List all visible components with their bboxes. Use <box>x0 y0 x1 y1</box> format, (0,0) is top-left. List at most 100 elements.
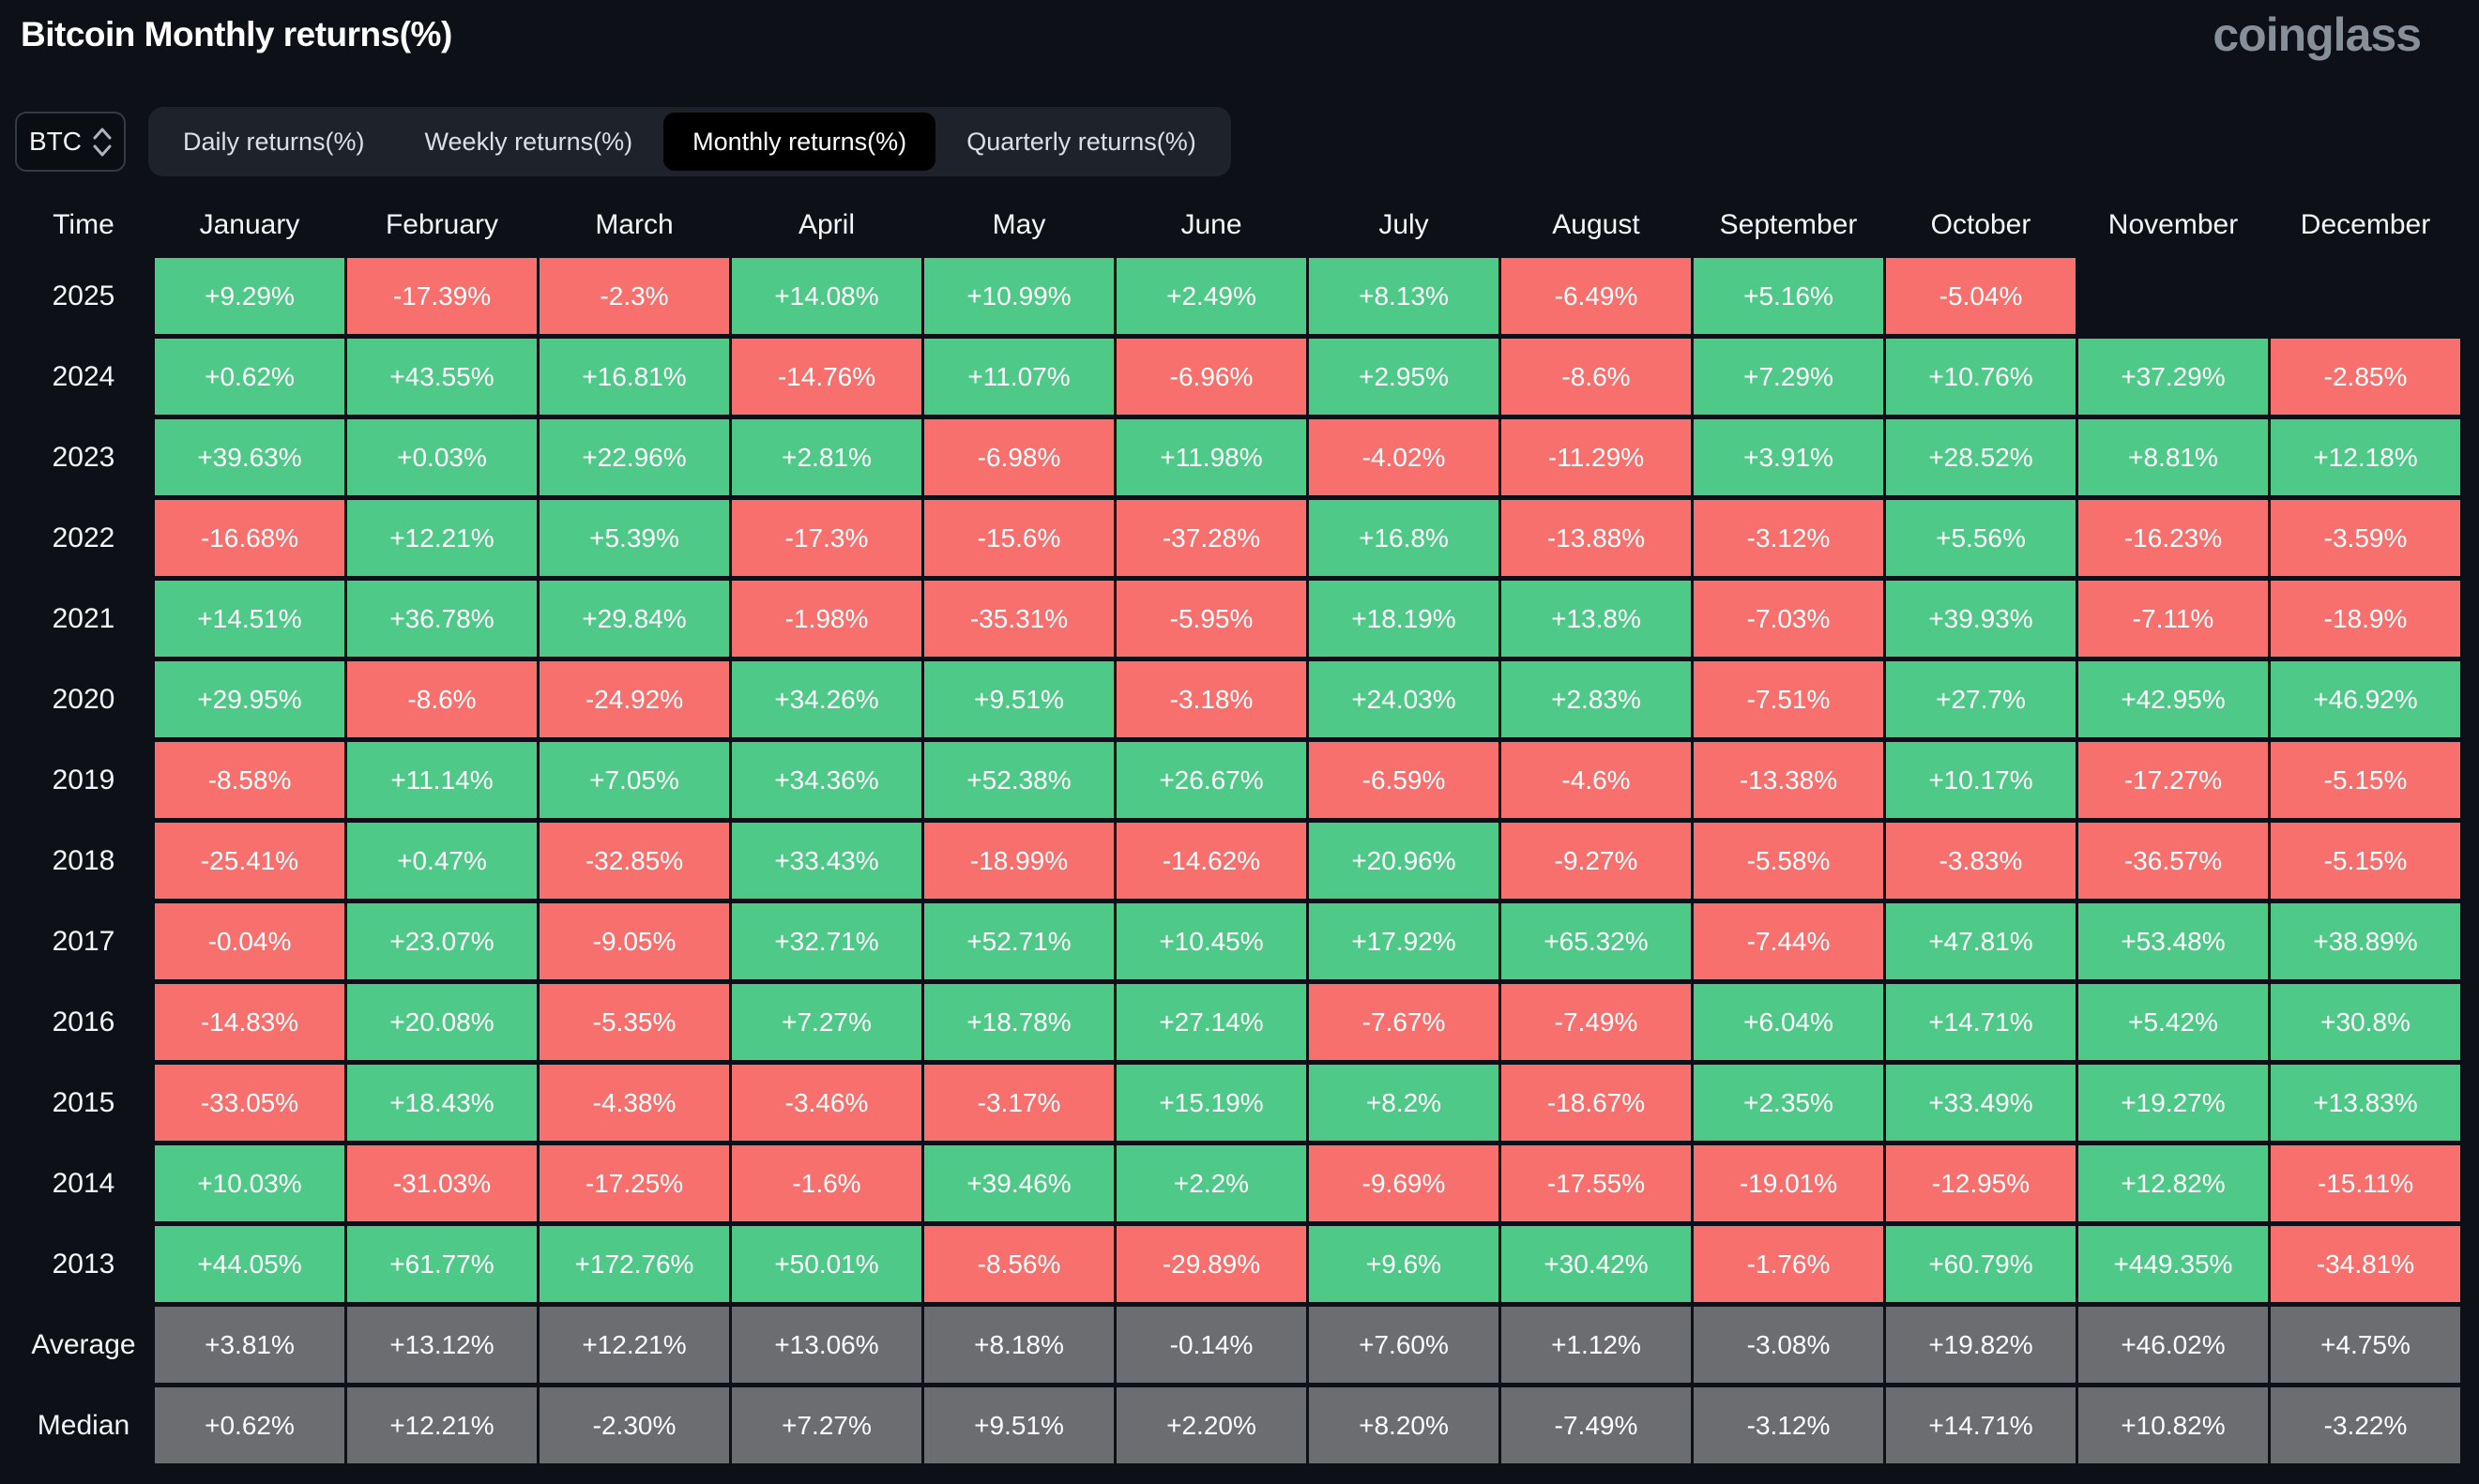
month-column-header: March <box>595 209 674 240</box>
return-cell: -15.6% <box>924 500 1114 576</box>
return-cell: +10.17% <box>1886 742 2076 818</box>
return-cell: -34.81% <box>2271 1226 2460 1302</box>
coin-selector[interactable]: BTC <box>15 112 126 172</box>
month-column-header: January <box>199 209 300 240</box>
return-cell: -8.58% <box>155 742 344 818</box>
return-cell: -7.67% <box>1309 984 1498 1060</box>
return-cell: -29.89% <box>1117 1226 1306 1302</box>
return-cell: +47.81% <box>1886 903 2076 979</box>
month-column-header: October <box>1930 209 2031 240</box>
return-cell: -9.69% <box>1309 1145 1498 1221</box>
return-cell: -1.98% <box>732 581 921 657</box>
return-cell: +10.82% <box>2078 1387 2268 1463</box>
return-cell: -17.25% <box>540 1145 729 1221</box>
return-cell: -7.51% <box>1694 661 1883 737</box>
return-cell: +11.07% <box>924 339 1114 415</box>
tab-daily[interactable]: Daily returns(%) <box>183 127 365 156</box>
return-cell: -33.05% <box>155 1065 344 1141</box>
return-cell: +3.81% <box>155 1307 344 1383</box>
return-cell: -35.31% <box>924 581 1114 657</box>
return-cell: -14.62% <box>1117 823 1306 899</box>
return-cell: +46.02% <box>2078 1307 2268 1383</box>
month-column-header: December <box>2300 209 2431 240</box>
return-cell <box>2271 258 2460 334</box>
return-cell: +6.04% <box>1694 984 1883 1060</box>
return-cell: -1.6% <box>732 1145 921 1221</box>
return-cell: +17.92% <box>1309 903 1498 979</box>
row-label-2025: 2025 <box>52 280 115 311</box>
return-cell: -7.49% <box>1501 984 1691 1060</box>
return-cell: +20.96% <box>1309 823 1498 899</box>
return-cell: -11.29% <box>1501 419 1691 495</box>
tab-monthly[interactable]: Monthly returns(%) <box>663 113 936 171</box>
return-cell: -18.9% <box>2271 581 2460 657</box>
return-cell: +7.27% <box>732 1387 921 1463</box>
return-cell: -7.11% <box>2078 581 2268 657</box>
return-cell: +37.29% <box>2078 339 2268 415</box>
return-cell: -14.76% <box>732 339 921 415</box>
page-header: Bitcoin Monthly returns(%) coinglass <box>15 8 2464 66</box>
return-cell: +27.14% <box>1117 984 1306 1060</box>
tab-quarterly[interactable]: Quarterly returns(%) <box>966 127 1196 156</box>
tab-weekly[interactable]: Weekly returns(%) <box>424 127 633 156</box>
return-cell: -3.46% <box>732 1065 921 1141</box>
return-cell: -2.85% <box>2271 339 2460 415</box>
row-label-2017: 2017 <box>52 925 115 957</box>
return-cell: +14.08% <box>732 258 921 334</box>
return-cell: +9.29% <box>155 258 344 334</box>
return-cell: -7.49% <box>1501 1387 1691 1463</box>
return-cell: +11.14% <box>347 742 537 818</box>
return-cell: +26.67% <box>1117 742 1306 818</box>
return-cell: +5.56% <box>1886 500 2076 576</box>
return-cell: -18.67% <box>1501 1065 1691 1141</box>
return-cell: -5.15% <box>2271 823 2460 899</box>
return-cell: +9.6% <box>1309 1226 1498 1302</box>
return-cell: +449.35% <box>2078 1226 2268 1302</box>
return-cell: +2.83% <box>1501 661 1691 737</box>
return-cell: -5.35% <box>540 984 729 1060</box>
row-label-2013: 2013 <box>52 1248 115 1280</box>
up-down-chevrons-icon <box>93 128 112 157</box>
month-column-header: September <box>1719 209 1858 240</box>
return-cell: +2.81% <box>732 419 921 495</box>
return-cell: +50.01% <box>732 1226 921 1302</box>
return-cell: +12.21% <box>347 500 537 576</box>
month-column-header: August <box>1552 209 1640 240</box>
return-cell: -6.96% <box>1117 339 1306 415</box>
return-cell: +5.39% <box>540 500 729 576</box>
return-cell: +12.82% <box>2078 1145 2268 1221</box>
row-label-2020: 2020 <box>52 683 115 715</box>
return-cell: -3.18% <box>1117 661 1306 737</box>
return-cell: +43.55% <box>347 339 537 415</box>
return-cell: +20.08% <box>347 984 537 1060</box>
return-cell: -3.22% <box>2271 1387 2460 1463</box>
return-cell <box>2078 258 2268 334</box>
row-label-2024: 2024 <box>52 360 115 392</box>
return-cell: +15.19% <box>1117 1065 1306 1141</box>
return-cell: +9.51% <box>924 1387 1114 1463</box>
return-cell: -0.04% <box>155 903 344 979</box>
return-cell: -36.57% <box>2078 823 2268 899</box>
return-cell: +16.81% <box>540 339 729 415</box>
return-cell: +10.03% <box>155 1145 344 1221</box>
return-cell: -2.3% <box>540 258 729 334</box>
return-cell: +7.05% <box>540 742 729 818</box>
return-cell: +1.12% <box>1501 1307 1691 1383</box>
return-cell: -1.76% <box>1694 1226 1883 1302</box>
return-cell: +10.45% <box>1117 903 1306 979</box>
return-cell: +33.43% <box>732 823 921 899</box>
return-cell: +12.21% <box>347 1387 537 1463</box>
return-cell: +13.12% <box>347 1307 537 1383</box>
return-cell: +14.71% <box>1886 1387 2076 1463</box>
return-cell: +7.29% <box>1694 339 1883 415</box>
return-cell: -14.83% <box>155 984 344 1060</box>
return-cell: +8.13% <box>1309 258 1498 334</box>
return-cell: +9.51% <box>924 661 1114 737</box>
return-cell: +39.93% <box>1886 581 2076 657</box>
return-cell: -8.56% <box>924 1226 1114 1302</box>
return-cell: -18.99% <box>924 823 1114 899</box>
return-cell: +10.76% <box>1886 339 2076 415</box>
return-cell: +23.07% <box>347 903 537 979</box>
return-cell: +8.2% <box>1309 1065 1498 1141</box>
